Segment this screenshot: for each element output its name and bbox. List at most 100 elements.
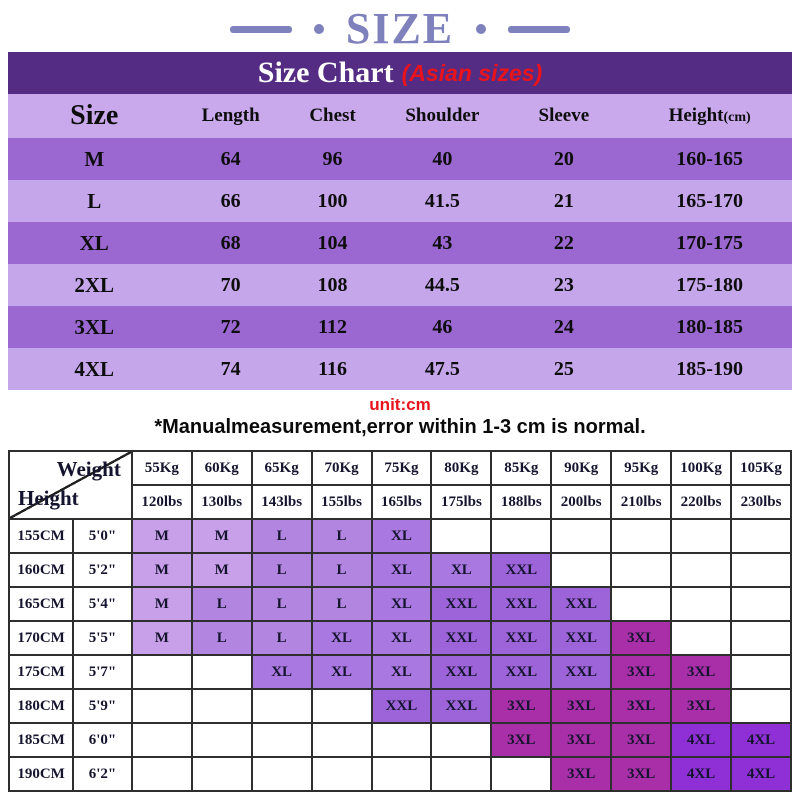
measurement-cell: 64 (220, 147, 241, 170)
fit-size-cell: 3XL (610, 756, 673, 792)
fit-size-cell: L (310, 552, 373, 588)
measurement-cell: 23 (553, 273, 574, 296)
fit-empty-cell (310, 756, 373, 792)
weight-kg-header: 55Kg (130, 450, 193, 486)
banner-left-dash (229, 25, 292, 33)
fit-size-cell: XXL (490, 552, 553, 588)
fit-size-cell: 3XL (670, 688, 733, 724)
fit-empty-cell (610, 552, 673, 588)
size-row-L: L 66 100 41.5 21 165-170 (8, 180, 792, 222)
measurement-cell: 40 (432, 147, 453, 170)
fit-size-cell: XL (250, 654, 313, 690)
weight-lbs-header: 188lbs (490, 484, 553, 520)
fit-size-cell: XL (310, 620, 373, 656)
measurement-cell: 68 (220, 231, 241, 254)
weight-lbs-header: 230lbs (730, 484, 792, 520)
fit-empty-cell (430, 722, 493, 758)
weight-kg-header: 70Kg (310, 450, 373, 486)
fit-size-cell: M (130, 620, 193, 656)
fit-empty-cell (730, 586, 792, 622)
fit-size-cell: L (250, 518, 313, 554)
weight-kg-header: 65Kg (250, 450, 313, 486)
height-ft-cell: 5'2" (72, 552, 133, 588)
fit-row-160cm: 160CM 5'2" M M L L XL XL XXL (7, 552, 792, 588)
measurement-cell: 112 (318, 315, 347, 338)
fit-empty-cell (610, 518, 673, 554)
size-label-cell: 4XL (74, 356, 115, 381)
column-header-shoulder: Shoulder (405, 105, 480, 126)
measurement-cell: 25 (553, 357, 574, 380)
height-cm-cell: 185CM (7, 722, 75, 758)
fit-empty-cell (730, 518, 792, 554)
height-ft-cell: 5'5" (72, 620, 133, 656)
fit-size-cell: XXL (370, 688, 433, 724)
measurement-cell: 96 (322, 147, 343, 170)
height-cm-cell: 155CM (7, 518, 75, 554)
fit-size-cell: L (250, 552, 313, 588)
size-label-cell: XL (79, 230, 109, 255)
fit-size-cell: XL (370, 552, 433, 588)
height-cm-cell: 160CM (7, 552, 75, 588)
measurement-cell: 21 (553, 189, 574, 212)
weight-axis-label: Weight (56, 457, 121, 481)
size-row-M: M 64 96 40 20 160-165 (8, 138, 792, 180)
fit-size-cell: 4XL (670, 756, 733, 792)
fit-empty-cell (130, 654, 193, 690)
weight-kg-header: 60Kg (190, 450, 253, 486)
fit-empty-cell (490, 518, 553, 554)
measurement-cell: 24 (553, 315, 574, 338)
measurement-cell: 70 (220, 273, 241, 296)
fit-empty-cell (670, 586, 733, 622)
fit-size-cell: XXL (490, 654, 553, 690)
weight-lbs-header: 120lbs (130, 484, 193, 520)
fit-empty-cell (730, 552, 792, 588)
column-header-height: Height(cm) (627, 105, 792, 127)
fit-empty-cell (670, 552, 733, 588)
weight-kg-header: 105Kg (730, 450, 792, 486)
fit-size-cell: M (190, 552, 253, 588)
weight-kg-header: 95Kg (610, 450, 673, 486)
weight-lbs-header: 220lbs (670, 484, 733, 520)
size-label-cell: 2XL (74, 272, 115, 297)
fit-size-cell: M (130, 552, 193, 588)
height-weight-table: Weight Height 55Kg 60Kg 65Kg 70Kg 75Kg 80Kg 85Kg… (7, 450, 792, 792)
fit-size-cell: M (130, 518, 193, 554)
fit-empty-cell (430, 518, 493, 554)
fit-size-cell: 3XL (610, 654, 673, 690)
size-chart-header-row: Size Length Chest Shoulder Sleeve Height(cm) (8, 94, 792, 138)
fit-size-cell: XXL (430, 654, 493, 690)
weight-lbs-header: 155lbs (310, 484, 373, 520)
size-chart-subtitle: (Asian sizes) (401, 59, 543, 86)
fit-empty-cell (730, 688, 792, 724)
fit-empty-cell (730, 654, 792, 690)
fit-empty-cell (430, 756, 493, 792)
height-cm-cell: 190CM (7, 756, 75, 792)
fit-size-cell: XXL (490, 620, 553, 656)
fit-size-cell: M (190, 518, 253, 554)
fit-size-cell: XL (370, 620, 433, 656)
height-axis-label: Height (18, 486, 79, 510)
fit-empty-cell (670, 620, 733, 656)
fit-row-155cm: 155CM 5'0" M M L L XL (7, 518, 792, 554)
fit-size-cell: XXL (550, 620, 613, 656)
height-ft-cell: 6'0" (72, 722, 133, 758)
column-header-sleeve: Sleeve (538, 105, 590, 126)
fit-size-cell: 4XL (670, 722, 733, 758)
height-ft-cell: 5'4" (72, 586, 133, 622)
measurement-cell: 22 (553, 231, 574, 254)
weight-kg-header: 75Kg (370, 450, 433, 486)
fit-empty-cell (610, 586, 673, 622)
fit-empty-cell (130, 688, 193, 724)
fit-size-cell: 3XL (610, 620, 673, 656)
measurement-cell: 72 (220, 315, 241, 338)
measurement-cell: 100 (317, 189, 348, 212)
fit-empty-cell (370, 722, 433, 758)
size-row-2XL: 2XL 70 108 44.5 23 175-180 (8, 264, 792, 306)
weight-lbs-header: 165lbs (370, 484, 433, 520)
fit-empty-cell (550, 518, 613, 554)
weight-kg-header: 80Kg (430, 450, 493, 486)
height-cm-cell: 170CM (7, 620, 75, 656)
size-row-XL: XL 68 104 43 22 170-175 (8, 222, 792, 264)
fit-size-cell: L (310, 586, 373, 622)
fit-size-cell: 3XL (610, 688, 673, 724)
